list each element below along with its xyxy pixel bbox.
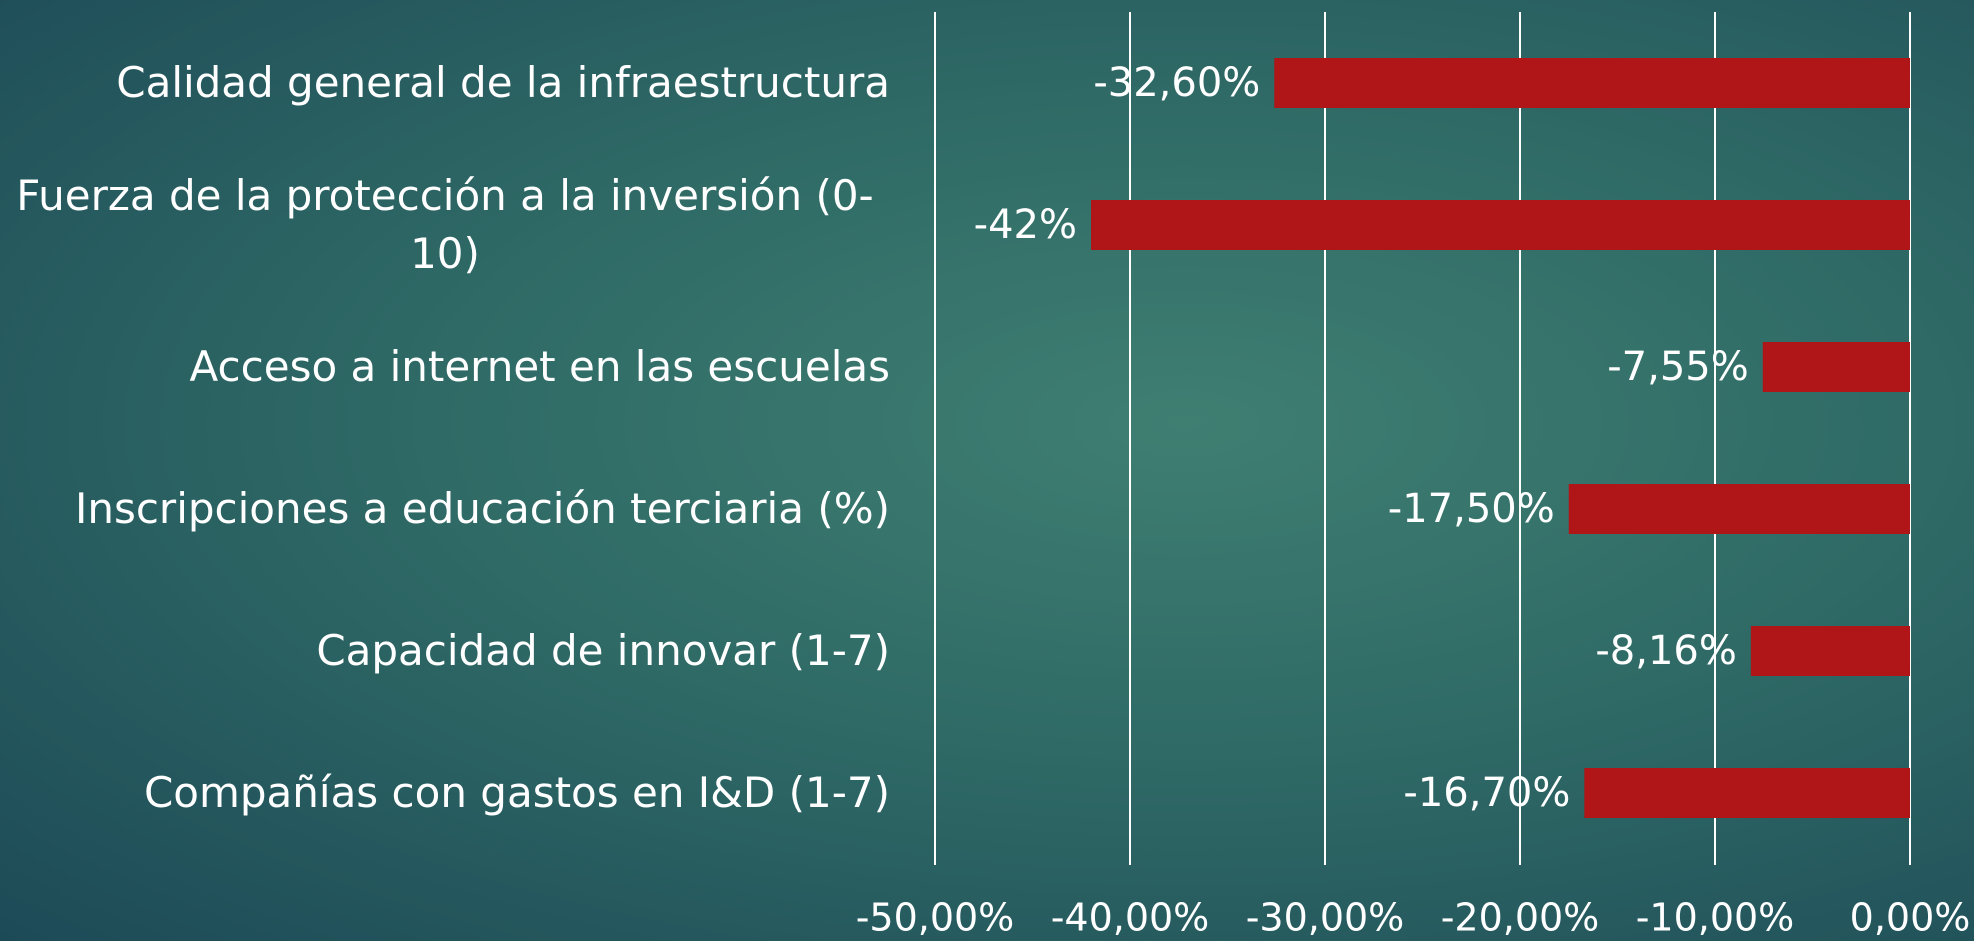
x-tick-label: -30,00% [1246, 896, 1405, 940]
y-tick-label: Capacidad de innovar (1-7) [316, 626, 890, 675]
category-label-box: Fuerza de la protección a la inversión (… [0, 167, 890, 283]
bar [1274, 58, 1910, 108]
category-label-box: Calidad general de la infraestructura [0, 54, 890, 112]
x-tick-label: -20,00% [1441, 896, 1600, 940]
y-tick-label: Calidad general de la infraestructura [116, 58, 890, 107]
category-label-box: Capacidad de innovar (1-7) [0, 622, 890, 680]
data-label: -42% [974, 202, 1077, 248]
bar [1750, 626, 1910, 676]
y-tick-label: Inscripciones a educación terciaria (%) [74, 484, 890, 533]
bar [1568, 484, 1910, 534]
data-label: -7,55% [1607, 344, 1749, 390]
data-label: -16,70% [1403, 770, 1570, 816]
x-tick-label: -10,00% [1636, 896, 1795, 940]
category-label-box: Compañías con gastos en I&D (1-7) [0, 764, 890, 822]
y-tick-label: Compañías con gastos en I&D (1-7) [143, 768, 890, 817]
data-label: -8,16% [1595, 628, 1737, 674]
x-tick-label: 0,00% [1850, 896, 1971, 940]
x-tick-label: -40,00% [1051, 896, 1210, 940]
data-label: -17,50% [1388, 486, 1555, 532]
x-tick-label: -50,00% [856, 896, 1015, 940]
category-label-box: Acceso a internet en las escuelas [0, 338, 890, 396]
category-label-box: Inscripciones a educación terciaria (%) [0, 480, 890, 538]
data-label: -32,60% [1093, 60, 1260, 106]
y-tick-label: Fuerza de la protección a la inversión (… [16, 171, 874, 278]
y-tick-label: Acceso a internet en las escuelas [189, 342, 890, 391]
bar [1091, 200, 1910, 250]
bar [1762, 342, 1910, 392]
bar [1584, 768, 1910, 818]
